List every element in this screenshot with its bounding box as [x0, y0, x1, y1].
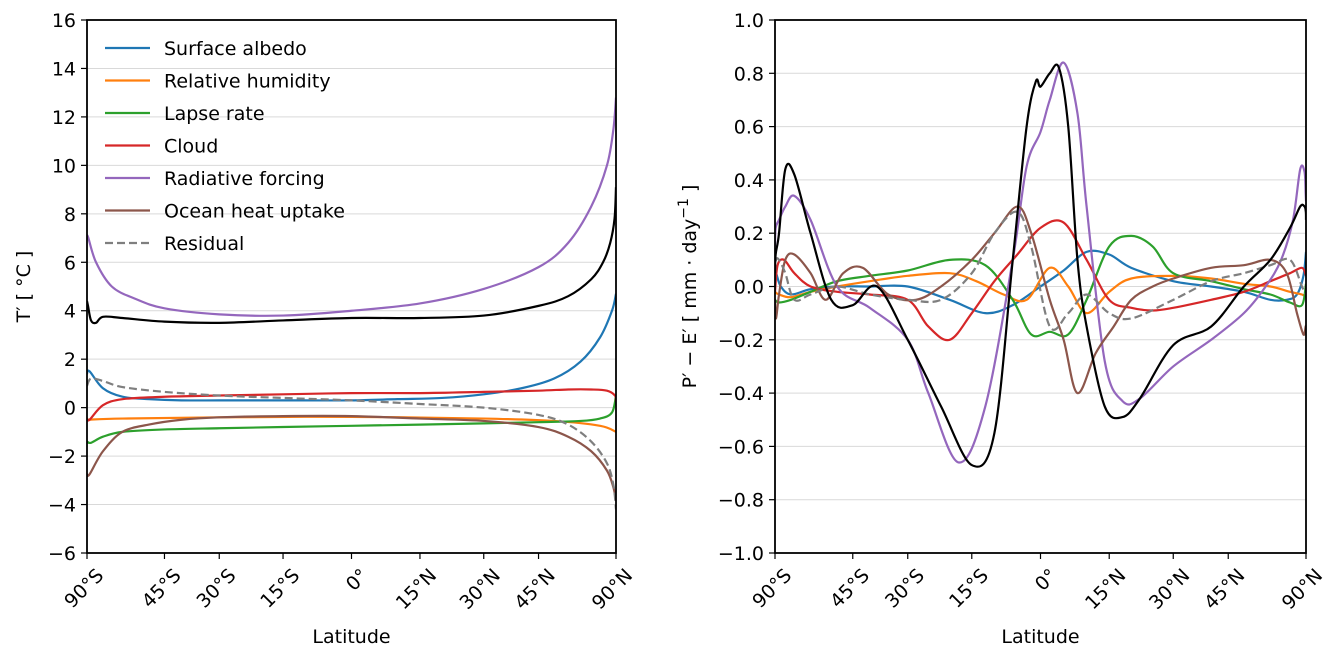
series-line-ocean-heat-uptake [87, 414, 616, 502]
x-tick-label: 90°N [588, 565, 637, 614]
x-tick-label: 90°N [1278, 565, 1327, 614]
x-tick-label: 45°S [826, 565, 874, 613]
x-tick-label: 30°N [1145, 565, 1194, 614]
y-tick-label: 16 [52, 10, 76, 32]
y-tick-label: 0.2 [734, 223, 764, 245]
x-tick-label: 0° [1031, 565, 1062, 596]
series-group [775, 61, 1306, 468]
series-line-cloud [87, 388, 616, 422]
legend-label: Lapse rate [164, 103, 265, 125]
y-tick-label: 6 [64, 252, 76, 274]
y-tick-label: 1.0 [734, 10, 764, 32]
x-tick-label: 30°S [881, 565, 929, 613]
y-tick-label: 14 [52, 58, 76, 80]
y-tick-label: 0.6 [734, 117, 764, 139]
y-tick-label: −6 [48, 543, 76, 565]
x-tick-label: 90°S [748, 565, 796, 613]
y-tick-label: 2 [64, 349, 76, 371]
y-tick-label: 0.8 [734, 63, 764, 85]
series-line-unnamed-7 [87, 187, 616, 325]
y-axis-label: T′ [ °C ] [13, 251, 35, 324]
x-tick-label: 30°N [455, 565, 504, 614]
y-axis-label-superscript: −1 [676, 198, 692, 219]
x-tick-label: 45°S [138, 565, 186, 613]
left-panel-temperature: −6 −4 −2 0 2 4 6 8 10 12 14 16 90°S 45°S 30°S 15°S 0° 15°… [13, 10, 637, 648]
y-tick-label: −0.4 [718, 383, 764, 405]
y-tick-label: −4 [48, 495, 76, 517]
x-tick-label: 90°S [60, 565, 108, 613]
legend-label: Surface albedo [164, 38, 307, 60]
legend-label: Relative humidity [164, 71, 331, 93]
y-tick-label: 8 [64, 204, 76, 226]
x-axis-label: Latitude [1001, 626, 1079, 648]
y-tick-label: −1.0 [718, 543, 764, 565]
y-tick-label: 10 [52, 155, 76, 177]
x-tick-label: 15°S [945, 565, 993, 613]
legend-label: Radiative forcing [164, 168, 325, 190]
series-line-unnamed-7 [775, 63, 1306, 468]
x-tick-label: 45°N [1200, 565, 1249, 614]
y-tick-label: 0 [64, 398, 76, 420]
x-tick-label: 45°N [510, 565, 559, 614]
x-tick-label: 30°S [192, 565, 240, 613]
series-line-unnamed-0 [775, 249, 1306, 315]
axes-frame [86, 19, 617, 554]
y-tick-label: −0.2 [718, 330, 764, 352]
legend-label: Cloud [164, 136, 218, 158]
y-tick-label: 12 [52, 107, 76, 129]
legend-label: Residual [164, 233, 244, 255]
series-line-unnamed-4 [775, 61, 1306, 464]
x-tick-label: 15°S [256, 565, 304, 613]
x-tick-label: 15°N [392, 565, 441, 614]
axes-frame [774, 19, 1307, 554]
y-axis-label-main: P′ − E′ [ mm · day [679, 219, 701, 389]
legend-label: Ocean heat uptake [164, 201, 345, 223]
y-tick-label: 4 [64, 301, 76, 323]
y-axis-label-main: T′ [ °C ] [13, 251, 35, 324]
y-axis-label-end: ] [679, 185, 701, 198]
x-axis-label: Latitude [312, 626, 390, 648]
series-line-unnamed-6 [775, 210, 1306, 331]
series-group [87, 97, 616, 510]
legend: Surface albedo Relative humidity Lapse rat… [105, 38, 345, 255]
y-tick-label: 0.0 [734, 277, 764, 299]
y-tick-label: −0.8 [718, 490, 764, 512]
y-axis-label: P′ − E′ [ mm · day−1 ] [676, 185, 701, 389]
series-line-radiative-forcing [87, 97, 616, 317]
series-line-lapse-rate [87, 395, 616, 445]
x-tick-label: 0° [342, 565, 373, 596]
right-panel-precipitation-evaporation: −1.0 −0.8 −0.6 −0.4 −0.2 0.0 0.2 0.4 0.6 0.8 1.0 90… [676, 10, 1327, 648]
series-line-residual [87, 377, 616, 510]
series-line-unnamed-5 [775, 205, 1306, 395]
y-tick-label: −0.6 [718, 436, 764, 458]
y-tick-label: −2 [48, 446, 76, 468]
y-tick-label: 0.4 [734, 170, 764, 192]
x-tick-label: 15°N [1081, 565, 1130, 614]
